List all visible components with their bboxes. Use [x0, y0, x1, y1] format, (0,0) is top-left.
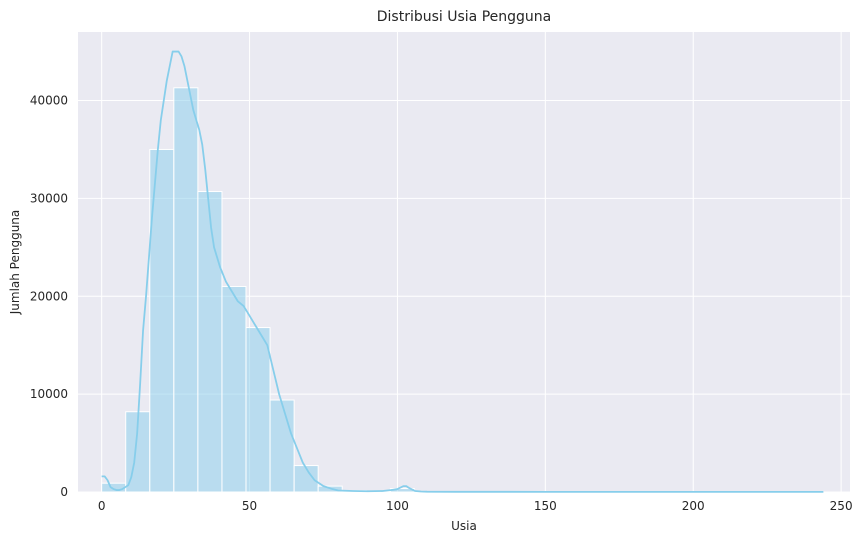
x-tick-label: 100: [386, 499, 409, 513]
histogram-bar: [269, 399, 295, 493]
kde-curve: [101, 50, 824, 493]
x-tick-label: 0: [98, 499, 106, 513]
x-tick-label: 50: [242, 499, 257, 513]
y-tick-label: 10000: [30, 387, 68, 401]
y-tick-label: 40000: [30, 94, 68, 108]
histogram-bar: [245, 327, 271, 493]
x-tick-label: 150: [534, 499, 557, 513]
x-tick-label: 250: [830, 499, 853, 513]
x-tick-label: 200: [682, 499, 705, 513]
histogram-bar: [101, 482, 127, 493]
y-tick-label: 30000: [30, 191, 68, 205]
x-ticks: 0 50 100 150 200 250: [98, 499, 853, 513]
y-tick-label: 20000: [30, 289, 68, 303]
x-axis-label: Usia: [451, 519, 477, 533]
bars: [101, 87, 824, 493]
histogram-bar: [221, 285, 247, 493]
y-tick-label: 0: [60, 485, 68, 499]
histogram-bar: [173, 87, 199, 493]
y-ticks: 0 10000 20000 30000 40000: [30, 94, 68, 499]
y-axis-label: Jumlah Pengguna: [8, 210, 22, 316]
chart-title: Distribusi Usia Pengguna: [377, 9, 551, 25]
histogram-bar: [197, 191, 223, 493]
